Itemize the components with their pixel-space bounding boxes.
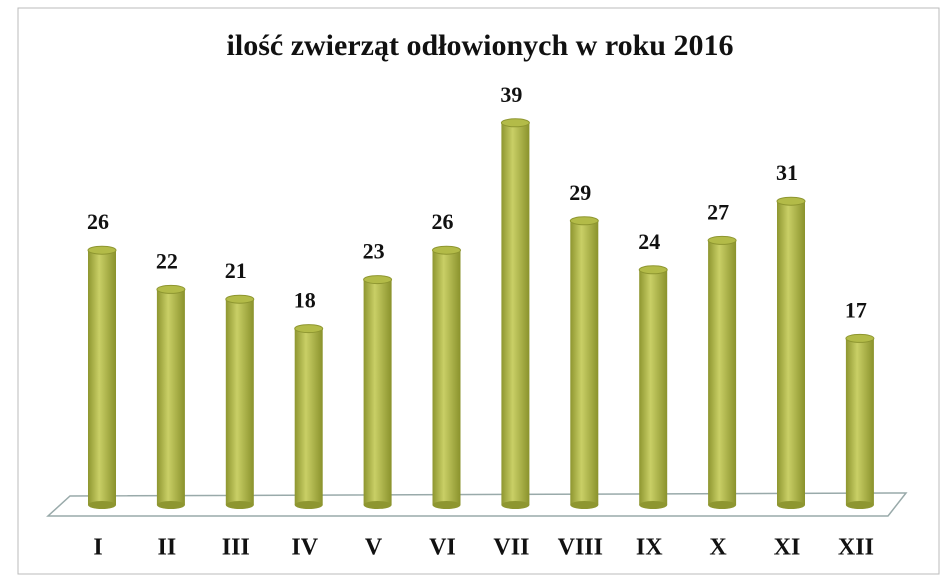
bar-base [225,501,254,509]
bar-base [156,501,185,509]
value-label: 26 [87,209,109,234]
bar [708,240,737,505]
value-label: 17 [845,297,867,322]
x-tick-label: III [222,535,250,561]
value-label: 24 [638,229,660,254]
x-tick-label: XII [838,535,874,561]
x-tick-label: VII [493,535,529,561]
bar-base [363,501,392,509]
floor [46,492,908,517]
x-tick-label: V [365,535,383,561]
x-tick-label: VIII [558,535,603,561]
bar-base [845,501,874,509]
bar-top [225,294,255,304]
bar [363,279,392,505]
x-tick-label: X [709,535,727,561]
bar-base [708,501,737,509]
x-tick-label: II [158,535,177,561]
bar-top [569,216,599,226]
bar [845,338,874,505]
bar-base [501,501,530,509]
value-label: 39 [500,82,522,107]
bar-top [156,284,186,294]
x-tick-label: VI [429,535,456,561]
bar [777,201,805,505]
x-tick-label: I [93,535,102,561]
bar-top [294,324,324,334]
bar-top [638,265,668,275]
bar-top [432,245,461,255]
bar-top [500,118,530,128]
x-tick-label: XI [774,535,801,561]
bar [432,250,461,505]
bar [225,299,254,505]
bar-top [845,333,875,343]
value-label: 27 [707,199,729,224]
value-label: 21 [225,258,247,283]
bar-base [294,501,323,509]
bar [501,122,530,506]
bar [88,250,116,505]
bar [639,269,668,505]
value-label: 22 [156,248,178,273]
bar-top [87,245,117,255]
value-label: 18 [294,288,316,313]
value-label: 31 [776,160,798,185]
x-tick-label: IV [291,535,318,561]
x-tick-label: IX [636,535,663,561]
bar-base [88,501,116,509]
bar-top [776,196,806,206]
bar-top [363,275,393,285]
value-label: 26 [432,209,454,234]
bar-base [639,501,668,509]
bar-base [777,501,805,509]
bar-top [707,235,737,245]
bar [156,289,185,505]
chart-title: ilość zwierząt odłowionych w roku 2016 [227,29,734,62]
value-label: 23 [363,239,385,264]
value-label: 29 [569,180,591,205]
bar [294,328,323,505]
bar [570,220,599,506]
bar-base [432,501,461,509]
bar-base [570,501,599,509]
